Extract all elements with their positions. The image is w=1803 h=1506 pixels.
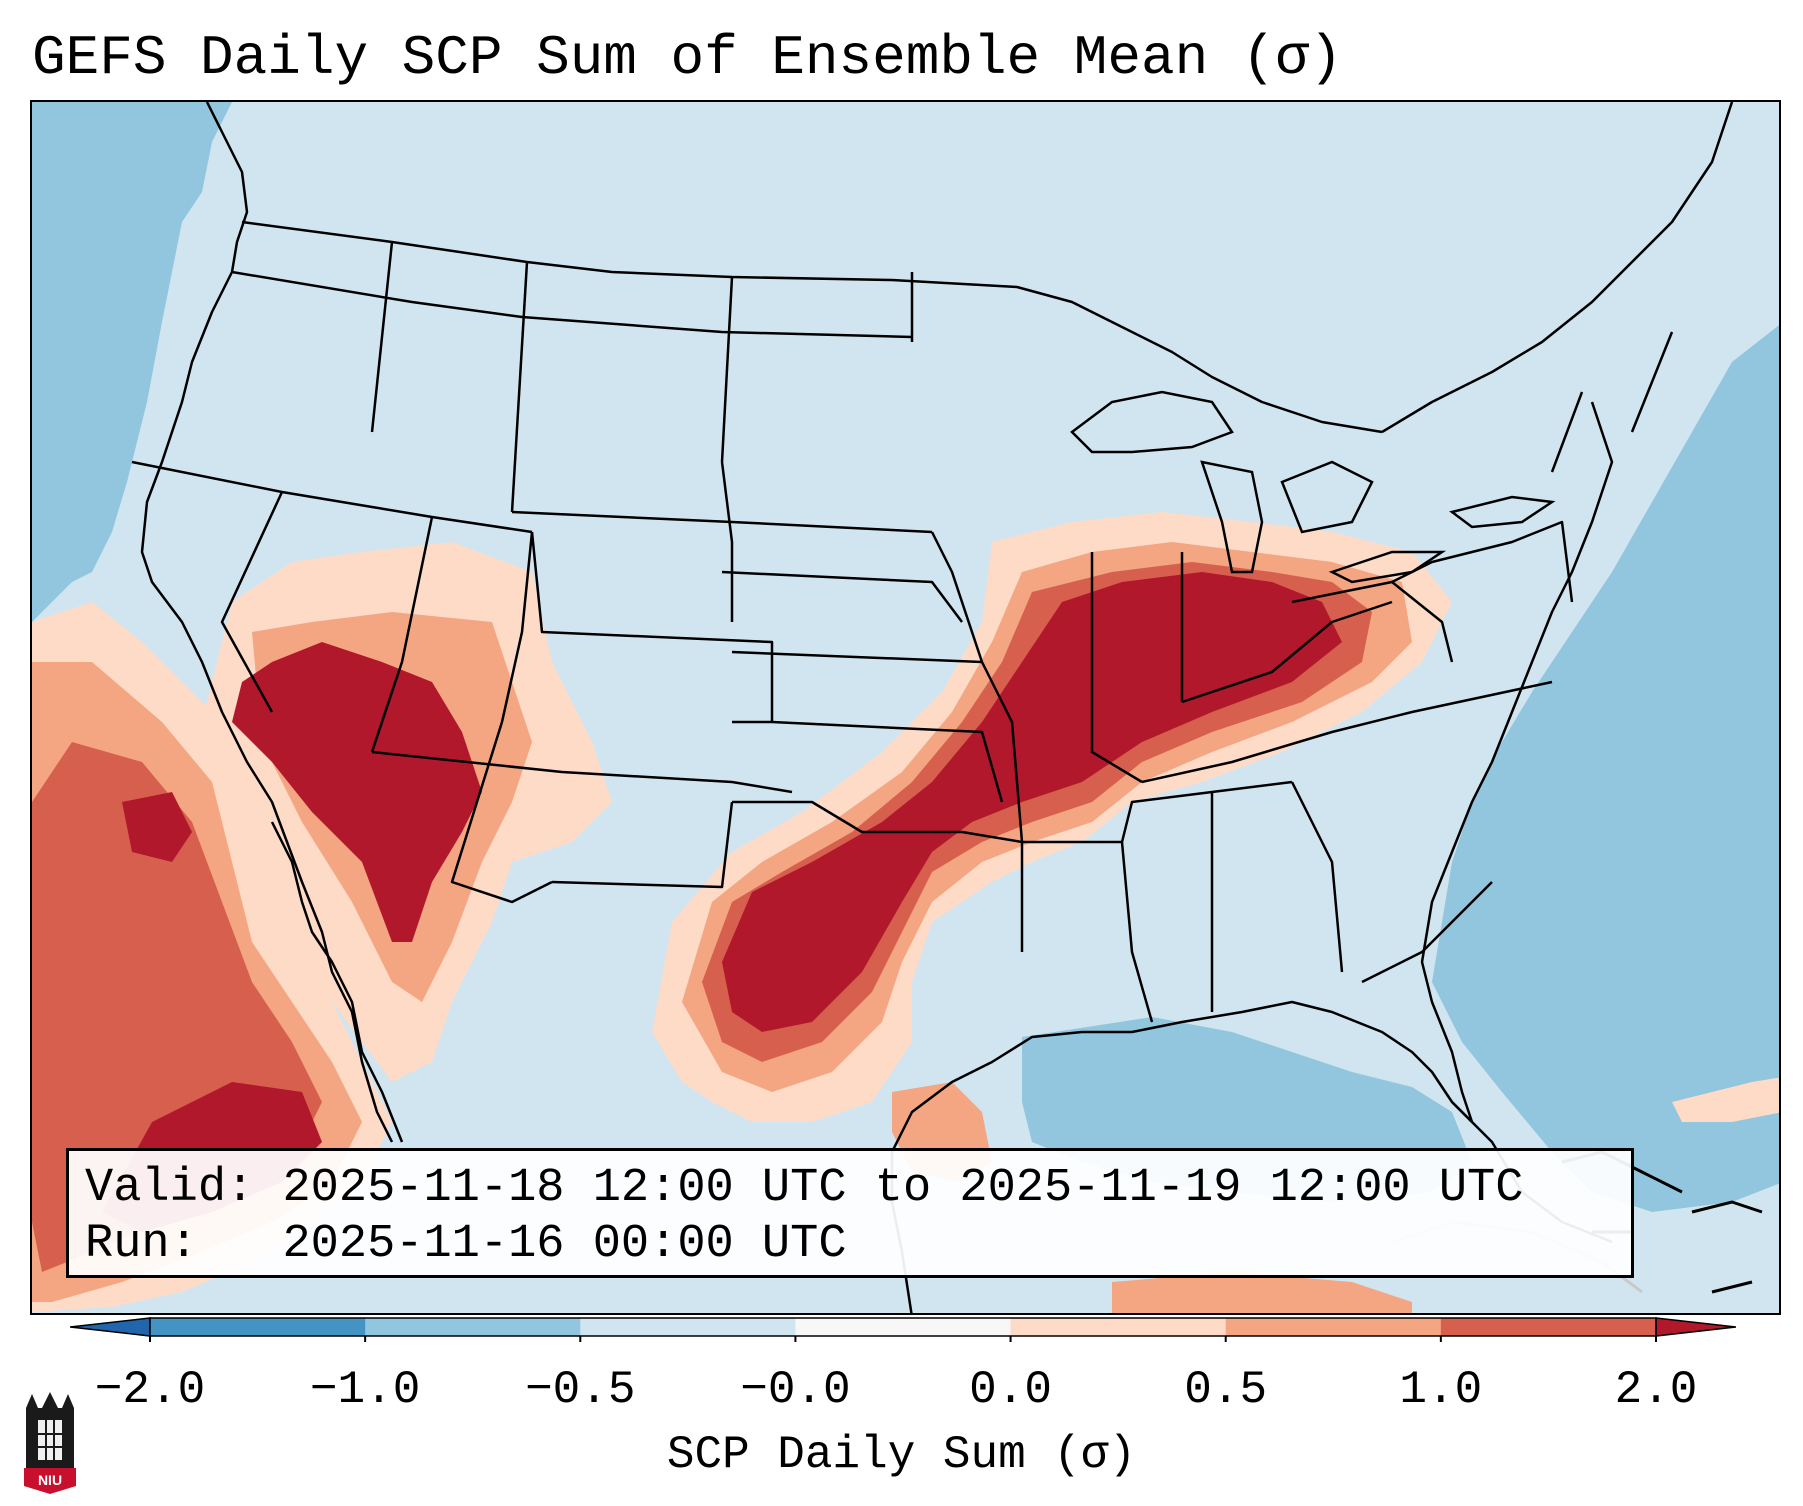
colorbar-tick-label: 1.0 [1399,1364,1483,1416]
colorbar-bin [1225,1318,1442,1336]
anomaly-southwest-peak [232,642,482,942]
colorbar-tick-label: −0.0 [740,1364,851,1416]
coastlines [140,102,1734,1313]
colorbar-tick-label: 2.0 [1614,1364,1698,1416]
valid-label: Valid: [85,1162,255,1215]
valid-row: Valid: 2025-11-18 12:00 UTC to 2025-11-1… [85,1161,1615,1217]
colorbar-bin [580,1318,796,1336]
run-row: Run: 2025-11-16 00:00 UTC [85,1217,1615,1273]
pacific-ocean [32,102,232,622]
valid-run-info-box: Valid: 2025-11-18 12:00 UTC to 2025-11-1… [66,1148,1634,1278]
run-label: Run: [85,1218,198,1271]
colorbar-under-extension [70,1317,151,1337]
anomaly-central-peak [722,572,1342,1032]
colorbar-label: SCP Daily Sum (σ) [666,1429,1137,1481]
colorbar [70,1317,1736,1342]
atlantic-ocean [1432,325,1779,1212]
colorbar-bin [795,1318,1012,1336]
anomaly-pacific-peak-2 [122,792,192,862]
colorbar-bin [1440,1318,1657,1336]
colorbar-outline [149,1317,1657,1337]
map-canvas [32,102,1779,1313]
colorbar-tick-label: −2.0 [94,1364,206,1416]
map-title: GEFS Daily SCP Sum of Ensemble Mean (σ) [32,26,1343,90]
great-lakes [1070,390,1556,584]
colorbar-over-extension [1655,1317,1736,1337]
colorbar-bin [1010,1318,1227,1336]
logo-text: NIU [38,1472,62,1488]
colorbar-bin [365,1318,581,1336]
colorbar-tick-label: 0.0 [969,1364,1052,1416]
state-borders [131,241,1674,1023]
anomaly-atlantic [1672,1077,1779,1122]
valid-time: 2025-11-18 12:00 UTC to 2025-11-19 12:00… [282,1162,1524,1215]
run-time: 2025-11-16 00:00 UTC [282,1218,847,1271]
colorbar-tick-label: −0.5 [525,1364,636,1416]
niu-logo-icon: NIU [24,1392,76,1494]
colorbar-tick-label: 0.5 [1184,1364,1268,1416]
anomaly-caribbean [1112,1272,1412,1313]
colorbar-bin [150,1318,366,1336]
colorbar-tick-label: −1.0 [309,1364,421,1416]
map-panel [30,100,1781,1315]
